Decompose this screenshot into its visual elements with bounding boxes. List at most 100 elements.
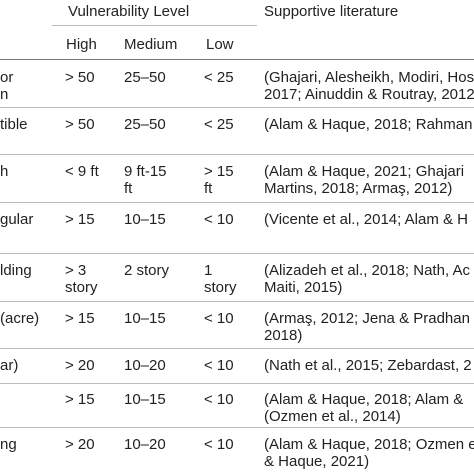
literature-cell-line: 2018) (264, 327, 303, 344)
medium-cell-line: 25–50 (124, 116, 166, 133)
factor-cell-line: (acre) (0, 310, 40, 327)
factor-cell: or n (0, 69, 13, 103)
literature-cell-line: (Alizadeh et al., 2018; Nath, Ac (264, 262, 470, 279)
literature-cell: (Ghajari, Alesheikh, Modiri, Hos 2017; Ai… (264, 69, 474, 103)
medium-cell: 10–15 (124, 391, 166, 408)
header-low: Low (206, 36, 234, 53)
medium-cell-line: 10–20 (124, 357, 166, 374)
high-cell-line: > 15 (65, 391, 95, 408)
low-cell-line: < 25 (204, 69, 234, 86)
factor-cell-line: lding (0, 262, 32, 279)
header-medium: Medium (124, 36, 178, 53)
literature-cell-line: (Alam & Haque, 2018; Alam & (264, 391, 464, 408)
high-cell: > 20 (65, 357, 95, 374)
factor-cell: lding (0, 262, 32, 279)
row-divider (0, 348, 474, 349)
low-cell: 1 story (204, 262, 237, 296)
high-cell-line: > 20 (65, 357, 95, 374)
literature-cell-line: (Vicente et al., 2014; Alam & H (264, 211, 469, 228)
high-cell-line: > 3 (65, 262, 87, 279)
low-cell: < 10 (204, 211, 234, 228)
low-cell-line: 1 (204, 262, 213, 279)
low-cell-line: < 10 (204, 357, 234, 374)
high-cell: > 15 (65, 211, 95, 228)
medium-cell: 10–15 (124, 211, 166, 228)
low-cell-line: ft (204, 180, 213, 197)
row-divider (0, 301, 474, 302)
literature-cell: (Alam & Haque, 2018; Alam & (Ozmen et al.… (264, 391, 463, 425)
medium-cell-line: 10–15 (124, 310, 166, 327)
literature-cell-line: (Nath et al., 2015; Zebardast, 2 (264, 357, 472, 374)
low-cell: < 25 (204, 116, 234, 133)
high-cell-line: > 20 (65, 436, 95, 453)
factor-cell-line: ar) (0, 357, 19, 374)
header-vulnerability-level: Vulnerability Level (68, 3, 190, 20)
factor-cell-line: gular (0, 211, 34, 228)
medium-cell-line: ft (124, 180, 133, 197)
medium-cell-line: 10–20 (124, 436, 166, 453)
high-cell-line: > 50 (65, 69, 95, 86)
literature-cell: (Alam & Haque, 2021; Ghajari Martins, 201… (264, 163, 464, 197)
high-cell-line: > 15 (65, 310, 95, 327)
literature-cell-line: (Alam & Haque, 2018; Ozmen e (264, 436, 474, 453)
low-cell-line: > 15 (204, 163, 234, 180)
high-cell-line: story (65, 279, 98, 296)
factor-cell: ng (0, 436, 17, 453)
medium-cell: 25–50 (124, 69, 166, 86)
factor-cell-line: or (0, 69, 14, 86)
low-cell: > 15 ft (204, 163, 234, 197)
literature-cell-line: 2017; Ainuddin & Routray, 2012 (264, 86, 474, 103)
factor-cell-line: tible (0, 116, 28, 133)
factor-cell: (acre) (0, 310, 39, 327)
row-divider (0, 107, 474, 108)
low-cell: < 25 (204, 69, 234, 86)
low-cell: < 10 (204, 357, 234, 374)
medium-cell: 25–50 (124, 116, 166, 133)
low-cell: < 10 (204, 310, 234, 327)
low-cell-line: < 10 (204, 391, 234, 408)
medium-cell: 2 story (124, 262, 169, 279)
literature-cell-line: (Alam & Haque, 2018; Rahman (264, 116, 473, 133)
low-cell: < 10 (204, 391, 234, 408)
medium-cell-line: 10–15 (124, 391, 166, 408)
literature-cell: (Alizadeh et al., 2018; Nath, Ac Maiti, 2… (264, 262, 470, 296)
literature-cell: (Nath et al., 2015; Zebardast, 2 (264, 357, 472, 374)
literature-cell-line: & Haque, 2021) (264, 453, 370, 470)
factor-cell: tible (0, 116, 28, 133)
header-high: High (66, 36, 97, 53)
low-cell: < 10 (204, 436, 234, 453)
high-cell-line: < 9 ft (65, 163, 99, 180)
row-divider (0, 383, 474, 384)
literature-cell: (Vicente et al., 2014; Alam & H (264, 211, 468, 228)
high-cell: > 20 (65, 436, 95, 453)
literature-cell-line: (Armaş, 2012; Jena & Pradhan (264, 310, 470, 327)
high-cell-line: > 50 (65, 116, 95, 133)
row-divider (0, 253, 474, 254)
header-supportive-literature: Supportive literature (264, 3, 399, 20)
medium-cell-line: 9 ft-15 (124, 163, 167, 180)
high-cell: > 15 (65, 391, 95, 408)
factor-cell: gular (0, 211, 33, 228)
medium-cell-line: 2 story (124, 262, 170, 279)
literature-cell-line: (Ozmen et al., 2014) (264, 408, 401, 425)
row-divider (0, 427, 474, 428)
high-cell: > 50 (65, 116, 95, 133)
low-cell-line: < 10 (204, 310, 234, 327)
literature-cell-line: (Ghajari, Alesheikh, Modiri, Hos (264, 69, 474, 86)
literature-cell: (Alam & Haque, 2018; Rahman (264, 116, 472, 133)
high-cell-line: > 15 (65, 211, 95, 228)
row-divider (0, 202, 474, 203)
factor-cell-line: ng (0, 436, 17, 453)
header-bottom-rule (0, 59, 474, 60)
high-cell: > 50 (65, 69, 95, 86)
medium-cell: 9 ft-15 ft (124, 163, 167, 197)
factor-cell: h (0, 163, 8, 180)
low-cell-line: < 10 (204, 211, 234, 228)
literature-cell: (Alam & Haque, 2018; Ozmen e & Haque, 202… (264, 436, 474, 470)
high-cell: < 9 ft (65, 163, 99, 180)
literature-cell-line: Maiti, 2015) (264, 279, 343, 296)
low-cell-line: story (204, 279, 237, 296)
high-cell: > 15 (65, 310, 95, 327)
low-cell-line: < 25 (204, 116, 234, 133)
row-divider (0, 154, 474, 155)
